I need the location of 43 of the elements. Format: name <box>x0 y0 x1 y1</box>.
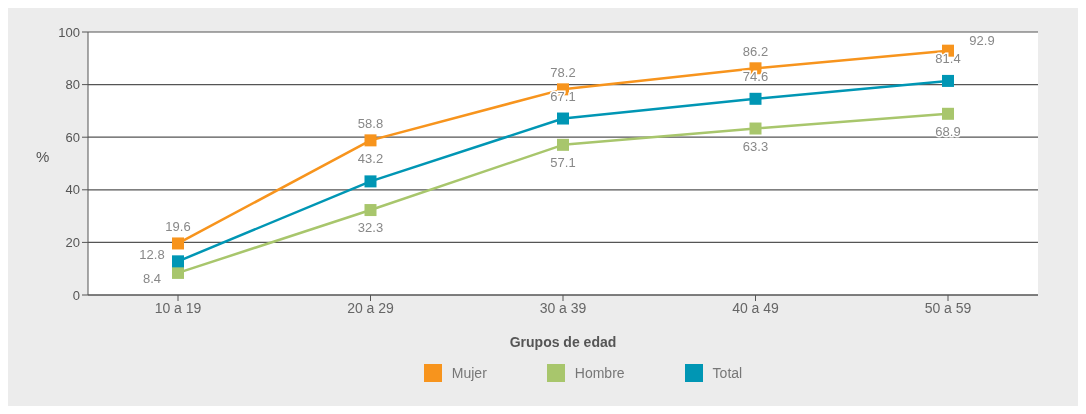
data-label: 58.8 <box>357 116 384 132</box>
point <box>172 255 184 268</box>
data-label: 92.9 <box>969 32 995 48</box>
point <box>557 112 569 125</box>
legend-label: Total <box>712 365 743 381</box>
point <box>172 266 184 279</box>
data-label: 32.3 <box>357 220 384 236</box>
data-label: 8.4 <box>142 270 162 286</box>
point <box>749 92 762 105</box>
x-tick-label: 40 a 49 <box>732 299 780 316</box>
point <box>172 237 184 250</box>
point <box>364 204 377 217</box>
data-label: 12.8 <box>139 247 165 263</box>
y-axis-title: % <box>36 148 50 165</box>
data-label: 67.1 <box>550 88 576 104</box>
y-tick-label: 40 <box>65 182 80 198</box>
x-tick-label: 30 a 39 <box>539 299 587 316</box>
data-label: 86.2 <box>742 44 769 60</box>
point <box>942 107 954 120</box>
legend-label: Mujer <box>451 365 487 381</box>
data-label: 68.9 <box>935 123 961 139</box>
data-label: 57.1 <box>550 154 576 170</box>
y-tick-label: 100 <box>58 24 80 40</box>
x-tick-label: 20 a 29 <box>347 299 395 316</box>
x-axis-title: Grupos de edad <box>509 334 617 350</box>
data-label: 81.4 <box>935 50 961 66</box>
data-label: 63.3 <box>742 138 769 154</box>
point <box>364 175 377 188</box>
data-label: 78.2 <box>550 65 576 81</box>
data-label: 19.6 <box>165 219 191 235</box>
y-tick-label: 80 <box>65 77 80 93</box>
point <box>364 134 377 147</box>
x-tick-label: 50 a 59 <box>924 299 972 316</box>
y-tick-label: 20 <box>65 235 80 251</box>
y-tick-label: 60 <box>65 129 80 145</box>
data-label: 74.6 <box>742 68 769 84</box>
legend-label: Hombre <box>574 365 625 381</box>
point <box>942 74 954 87</box>
y-tick-label: 0 <box>72 287 80 303</box>
data-label: 43.2 <box>357 151 384 167</box>
point <box>749 122 762 135</box>
point <box>557 138 569 151</box>
x-tick-label: 10 a 19 <box>154 299 202 316</box>
